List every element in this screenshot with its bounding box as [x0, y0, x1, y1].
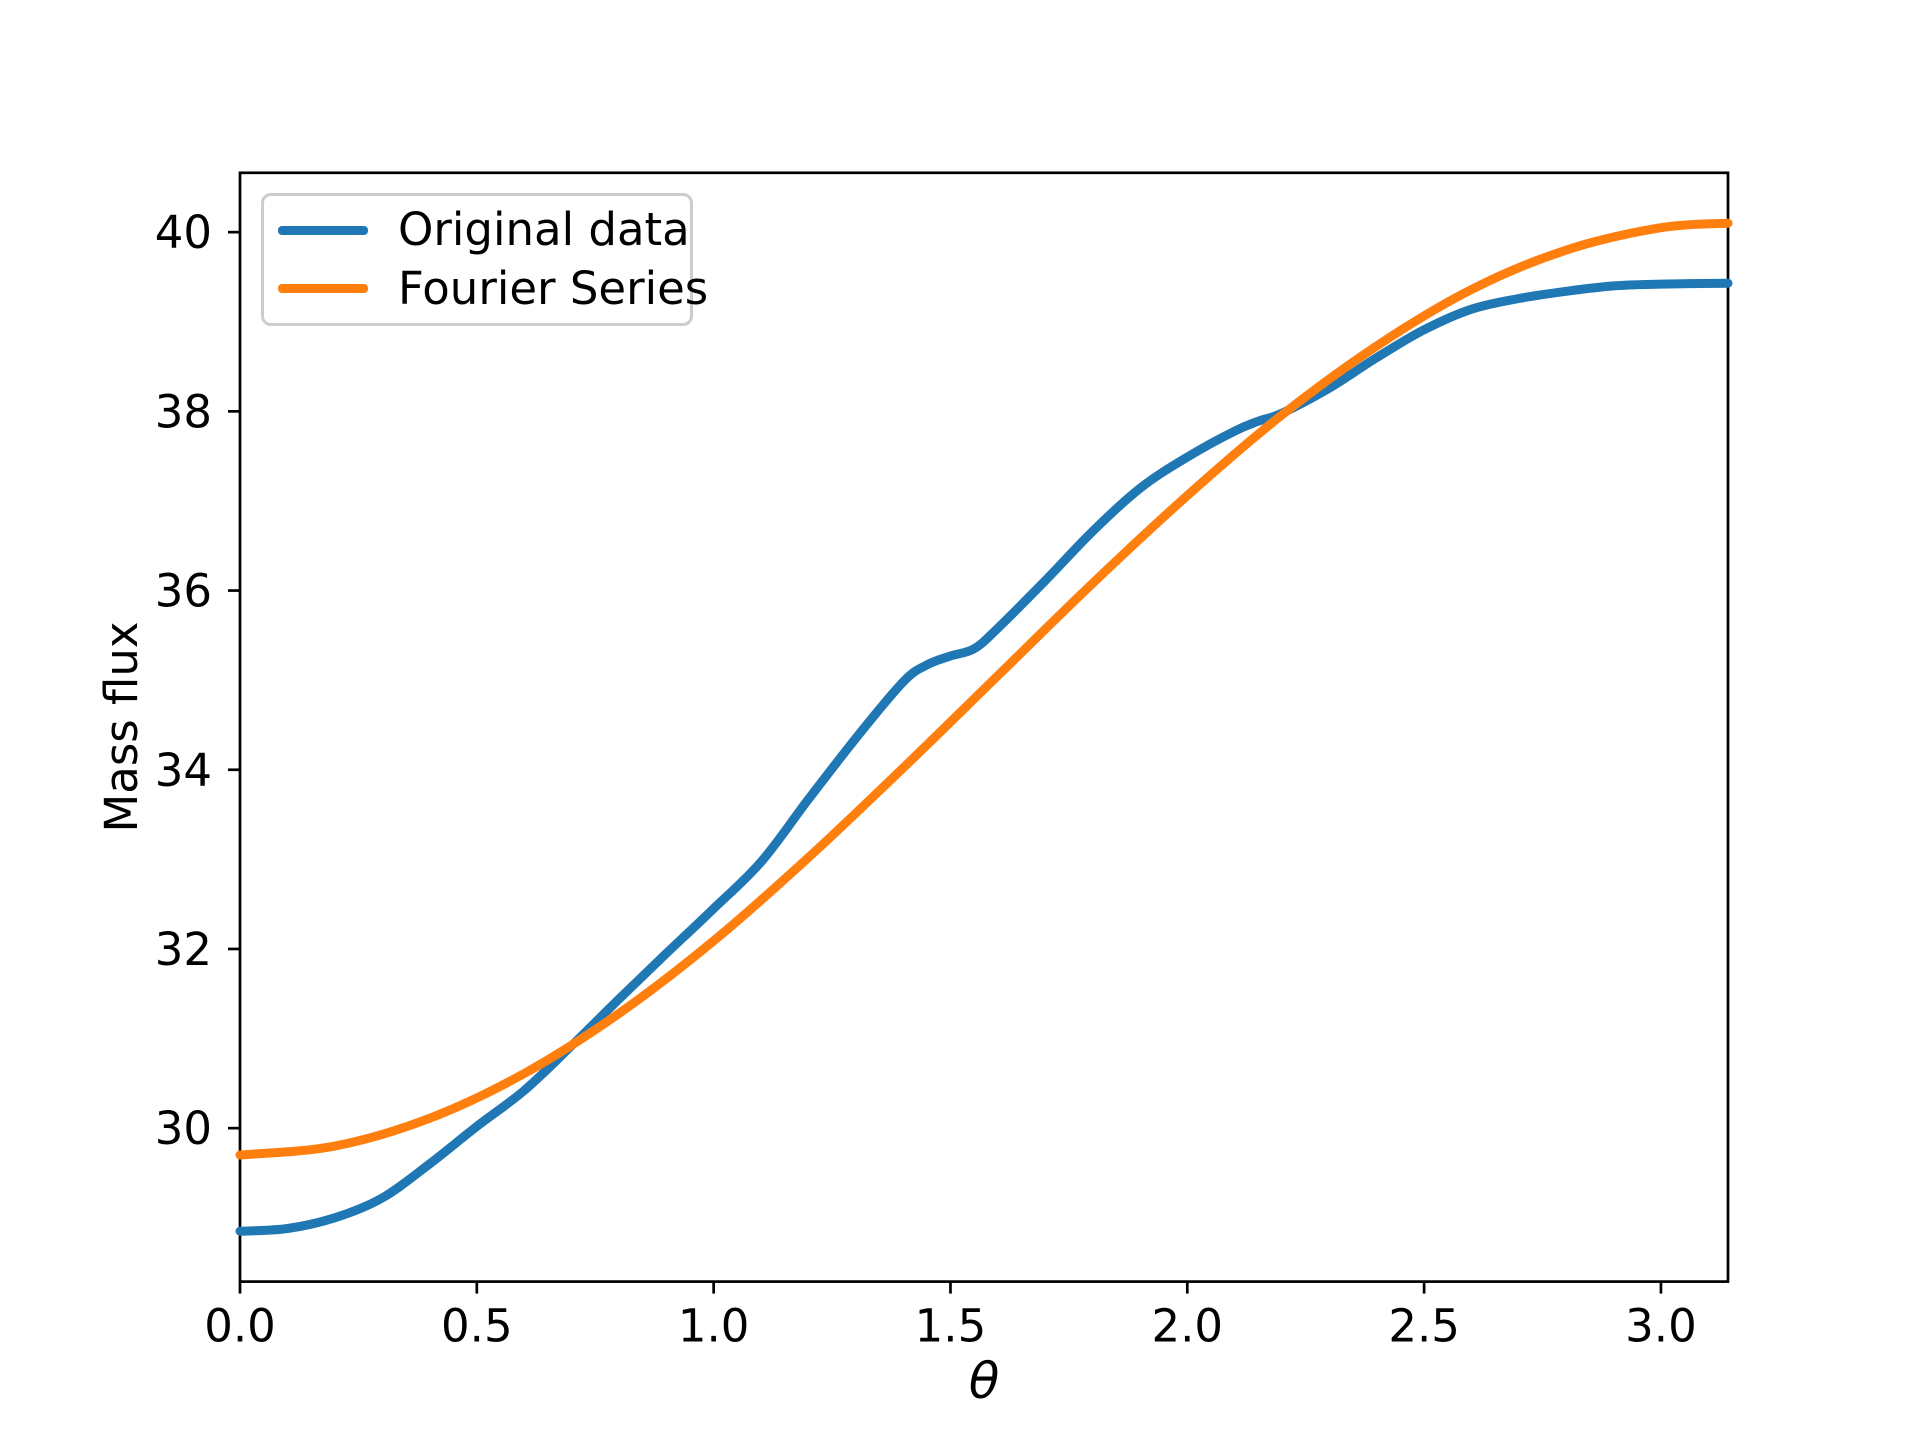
legend-line-sample-original-data [278, 225, 368, 235]
y-tick-label: 30 [155, 1102, 212, 1155]
x-tick-label: 1.0 [678, 1300, 750, 1353]
series-line-original-data [235, 278, 1733, 1236]
x-axis-label: θ [968, 1352, 1000, 1410]
series-line-fourier-series [235, 218, 1733, 1160]
y-tick-label: 38 [155, 385, 212, 438]
legend-label-original-data: Original data [398, 203, 690, 257]
x-tick-label: 0.0 [204, 1300, 276, 1353]
y-tick-label: 34 [155, 744, 212, 797]
x-tick-label: 1.5 [915, 1300, 987, 1353]
y-tick-label: 40 [155, 206, 212, 259]
x-tick-label: 2.5 [1388, 1300, 1460, 1353]
legend-item-fourier-series: Fourier Series [278, 264, 708, 314]
x-tick-label: 2.0 [1152, 1300, 1224, 1353]
x-tick-label: 0.5 [441, 1300, 513, 1353]
y-axis-label: Mass flux [95, 621, 148, 833]
legend-line-sample-fourier-series [278, 284, 368, 294]
y-tick-label: 32 [155, 923, 212, 976]
y-tick-label: 36 [155, 565, 212, 618]
legend-label-fourier-series: Fourier Series [398, 262, 709, 316]
plot-border [238, 171, 1730, 1283]
x-tick-label: 3.0 [1625, 1300, 1697, 1353]
legend-item-original-data: Original data [278, 205, 690, 255]
legend: Original data Fourier Series [261, 193, 708, 326]
